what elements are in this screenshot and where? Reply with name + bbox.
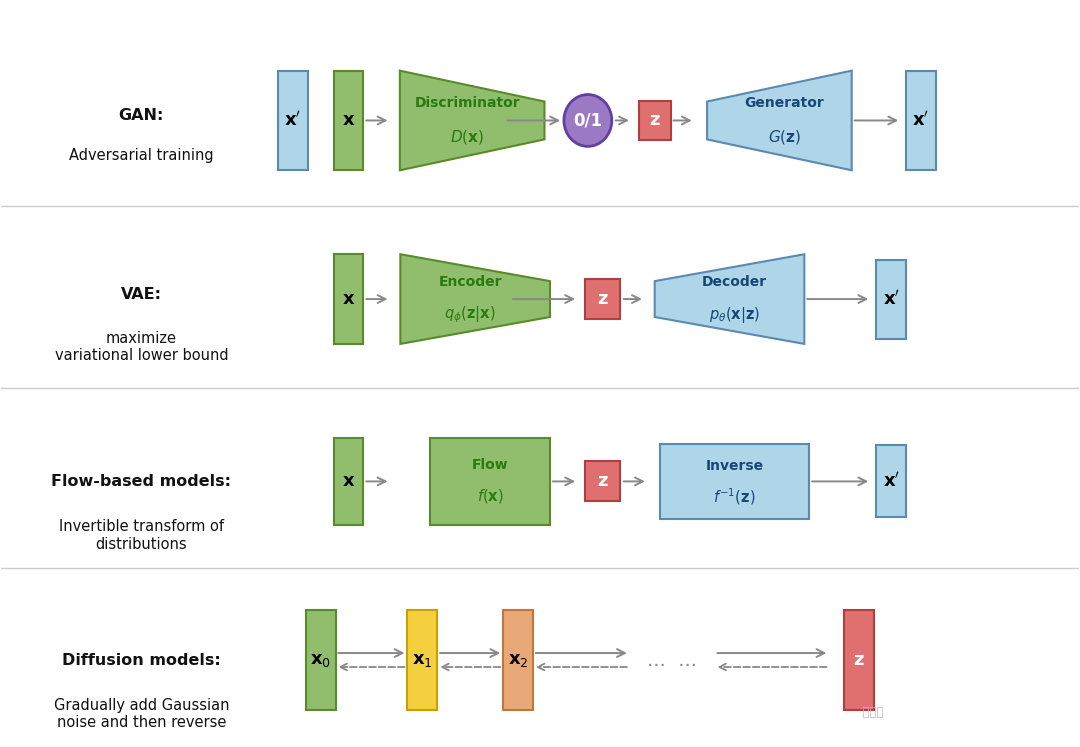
Polygon shape [334,71,364,170]
Text: $\mathbf{z}$: $\mathbf{z}$ [597,290,609,308]
Text: $\mathbf{z}$: $\mathbf{z}$ [597,472,609,491]
Text: maximize
variational lower bound: maximize variational lower bound [55,331,228,363]
Text: $\mathbf{x}'$: $\mathbf{x}'$ [882,472,900,491]
Text: Flow: Flow [472,459,509,472]
Polygon shape [906,71,936,170]
Polygon shape [503,610,534,710]
Polygon shape [306,610,336,710]
Text: GAN:: GAN: [119,108,164,123]
Text: $q_\phi(\mathbf{z}|\mathbf{x})$: $q_\phi(\mathbf{z}|\mathbf{x})$ [445,305,496,325]
Text: Flow-based models:: Flow-based models: [52,474,231,489]
Text: Generator: Generator [744,96,824,110]
Polygon shape [401,254,550,344]
Text: $f(\mathbf{x})$: $f(\mathbf{x})$ [476,487,503,506]
Text: $\mathbf{x}'$: $\mathbf{x}'$ [882,290,900,309]
Polygon shape [707,71,852,170]
Text: $\mathbf{x}'$: $\mathbf{x}'$ [284,111,301,130]
Text: Adversarial training: Adversarial training [69,149,214,164]
Polygon shape [430,438,550,525]
Ellipse shape [564,95,611,146]
Text: $\mathbf{x}'$: $\mathbf{x}'$ [913,111,930,130]
Text: $\mathbf{z}$: $\mathbf{z}$ [649,111,661,129]
Text: 量子位: 量子位 [855,706,883,719]
Polygon shape [585,279,620,319]
Text: $\mathbf{x}_2$: $\mathbf{x}_2$ [508,651,528,669]
Polygon shape [654,254,805,344]
Text: $p_\theta(\mathbf{x}|\mathbf{z})$: $p_\theta(\mathbf{x}|\mathbf{z})$ [708,305,760,325]
Text: $f^{-1}(\mathbf{z})$: $f^{-1}(\mathbf{z})$ [713,486,756,506]
Polygon shape [660,444,809,518]
Polygon shape [638,101,671,140]
Text: Gradually add Gaussian
noise and then reverse: Gradually add Gaussian noise and then re… [54,698,229,731]
Text: $\mathbf{x}_0$: $\mathbf{x}_0$ [310,651,332,669]
Text: $G(\mathbf{z})$: $G(\mathbf{z})$ [768,128,801,146]
Text: VAE:: VAE: [121,287,162,302]
Text: Invertible transform of
distributions: Invertible transform of distributions [59,519,224,552]
Text: $D(\mathbf{x})$: $D(\mathbf{x})$ [450,128,484,146]
Text: Encoder: Encoder [438,275,502,289]
Text: ...  ...: ... ... [647,651,697,669]
Polygon shape [876,260,906,338]
Text: $\mathbf{x}$: $\mathbf{x}$ [342,472,355,491]
Text: Diffusion models:: Diffusion models: [62,653,220,668]
Polygon shape [845,610,874,710]
Text: $\mathbf{x}$: $\mathbf{x}$ [342,290,355,308]
Text: $\mathbf{x}_1$: $\mathbf{x}_1$ [411,651,433,669]
Polygon shape [585,462,620,501]
Polygon shape [400,71,544,170]
Polygon shape [278,71,308,170]
Text: Decoder: Decoder [702,275,767,289]
Text: Inverse: Inverse [705,459,764,474]
Polygon shape [334,254,364,344]
Text: 0/1: 0/1 [573,111,603,129]
Text: $\mathbf{z}$: $\mathbf{z}$ [853,651,865,669]
Text: $\mathbf{x}$: $\mathbf{x}$ [342,111,355,129]
Polygon shape [407,610,437,710]
Text: Discriminator: Discriminator [415,96,519,110]
Polygon shape [876,445,906,518]
Polygon shape [334,438,364,525]
